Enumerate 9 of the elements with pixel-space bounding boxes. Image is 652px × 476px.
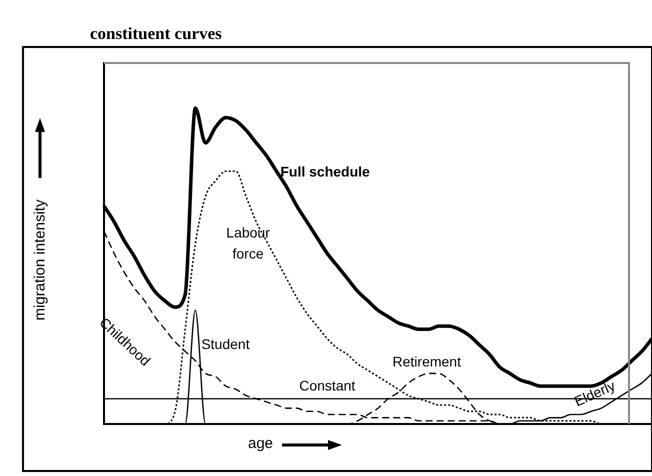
x-axis-title: age [248, 435, 274, 452]
series-label: Labour force [226, 224, 270, 262]
series-label: Retirement [392, 353, 462, 370]
series-label: Full schedule [280, 163, 370, 180]
series-label: Constant [299, 378, 356, 394]
chart-title: constituent curves [90, 24, 222, 44]
y-axis-title: migration intensity [32, 200, 48, 320]
series-label: Student [201, 336, 250, 352]
text: Elderly [572, 377, 618, 410]
